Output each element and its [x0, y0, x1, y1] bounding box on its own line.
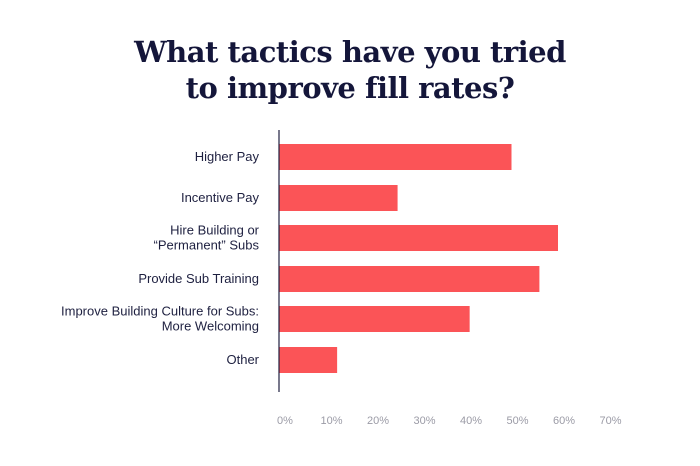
chart-title-line-1: What tactics have you tried	[134, 35, 566, 69]
category-label-3: Provide Sub Training	[138, 271, 259, 286]
x-tick-label-0: 0%	[277, 415, 293, 427]
bar-1	[279, 185, 398, 211]
category-label-1: Incentive Pay	[181, 190, 260, 205]
bar-4	[279, 306, 470, 332]
category-label-2-line-2: “Permanent” Subs	[154, 238, 260, 253]
category-label-4-line-1: Improve Building Culture for Subs:	[61, 304, 259, 319]
category-label-0: Higher Pay	[195, 149, 260, 164]
x-tick-label-3: 30%	[413, 415, 435, 427]
x-tick-label-1: 10%	[320, 415, 342, 427]
bar-3	[279, 266, 540, 292]
chart-title-line-2: to improve fill rates?	[185, 71, 515, 105]
bar-2	[279, 225, 558, 251]
x-tick-label-4: 40%	[460, 415, 482, 427]
x-tick-label-5: 50%	[506, 415, 528, 427]
bar-5	[279, 347, 338, 373]
bar-0	[279, 144, 512, 170]
x-tick-label-7: 70%	[599, 415, 621, 427]
category-label-4-line-2: More Welcoming	[162, 319, 259, 334]
x-tick-label-2: 20%	[367, 415, 389, 427]
category-label-5: Other	[226, 352, 259, 367]
chart-title: What tactics have you tried to improve f…	[0, 34, 700, 106]
category-label-2-line-1: Hire Building or	[170, 223, 260, 238]
x-tick-label-6: 60%	[553, 415, 575, 427]
